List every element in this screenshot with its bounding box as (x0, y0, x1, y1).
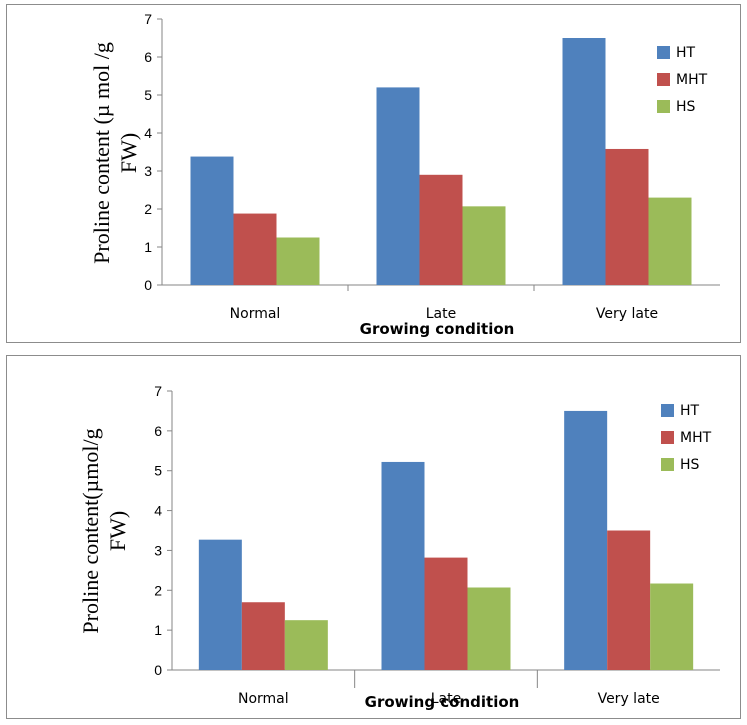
chart-panel-bottom: 0 1 2 3 4 5 6 7 Normal Late Very late Growing condi… (6, 355, 741, 719)
chart-panel-top: 0 1 2 3 4 5 6 7 Normal Late Very late Growing condi… (6, 4, 741, 343)
bar-mht-normal (241, 602, 285, 670)
y-tick-label: 2 (144, 201, 152, 217)
bar-ht-normal (198, 539, 242, 670)
x-axis-title: Growing condition (360, 320, 515, 338)
y-tick-label: 6 (154, 423, 162, 439)
y-tick-label: 1 (154, 622, 162, 638)
bar-ht-very-late (562, 38, 606, 285)
y-tick-label: 5 (144, 87, 152, 103)
bar-mht-late (424, 557, 468, 670)
bar-ht-normal (190, 156, 234, 285)
bar-chart-top: 0 1 2 3 4 5 6 7 Normal Late Very late Growing condi… (89, 11, 720, 338)
y-tick-label: 2 (154, 582, 162, 598)
y-tick-label: 1 (144, 239, 152, 255)
x-category-label: Very late (598, 691, 660, 707)
y-axis-title: Proline content (µ mol /g FW) (89, 42, 141, 264)
x-category-label: Late (426, 306, 456, 322)
y-tick-label: 7 (144, 11, 152, 27)
y-tick-label: 5 (154, 463, 162, 479)
y-axis-title-line: FW) (105, 511, 130, 551)
legend-label-ht: HT (680, 403, 700, 419)
y-tick-label: 7 (154, 383, 162, 399)
y-tick-label: 3 (144, 163, 152, 179)
legend-swatch-ht (661, 404, 674, 417)
x-category-label: Normal (230, 306, 281, 322)
legend-label-mht: MHT (680, 430, 712, 446)
bar-hs-very-late (648, 197, 692, 285)
legend-swatch-hs (657, 100, 670, 113)
x-axis-title: Growing condition (365, 693, 520, 711)
y-tick-label: 6 (144, 49, 152, 65)
bar-ht-late (381, 461, 425, 670)
y-axis-title-line: Proline content(µmol/g (78, 428, 103, 633)
bar-ht-very-late (564, 410, 608, 670)
legend-swatch-mht (657, 73, 670, 86)
y-axis-title-line: Proline content (µ mol /g (89, 42, 114, 264)
legend-label-ht: HT (676, 45, 696, 61)
y-tick-label: 0 (154, 662, 162, 678)
bar-hs-normal (284, 620, 328, 670)
bar-hs-late (467, 587, 511, 670)
y-axis-title-line: FW) (116, 133, 141, 173)
bar-hs-normal (276, 237, 320, 285)
bar-hs-late (462, 206, 506, 285)
legend-label-mht: MHT (676, 72, 708, 88)
y-tick-label: 3 (154, 542, 162, 558)
bar-mht-very-late (605, 148, 649, 285)
bar-hs-very-late (650, 583, 694, 670)
x-category-label: Late (431, 691, 461, 707)
legend-label-hs: HS (680, 457, 700, 473)
y-tick-label: 0 (144, 277, 152, 293)
y-tick-label: 4 (154, 503, 162, 519)
legend-label-hs: HS (676, 99, 696, 115)
bar-mht-normal (233, 213, 277, 285)
bar-mht-very-late (607, 530, 651, 670)
y-axis-title: Proline content(µmol/g FW) (78, 428, 130, 633)
bar-ht-late (376, 87, 420, 286)
legend-swatch-ht (657, 46, 670, 59)
y-tick-label: 4 (144, 125, 152, 141)
bar-mht-late (419, 174, 463, 285)
legend-swatch-mht (661, 431, 674, 444)
bar-chart-bottom: 0 1 2 3 4 5 6 7 Normal Late Very late Growing condi… (78, 383, 720, 711)
legend-swatch-hs (661, 458, 674, 471)
x-category-label: Normal (238, 691, 289, 707)
x-category-label: Very late (596, 306, 658, 322)
